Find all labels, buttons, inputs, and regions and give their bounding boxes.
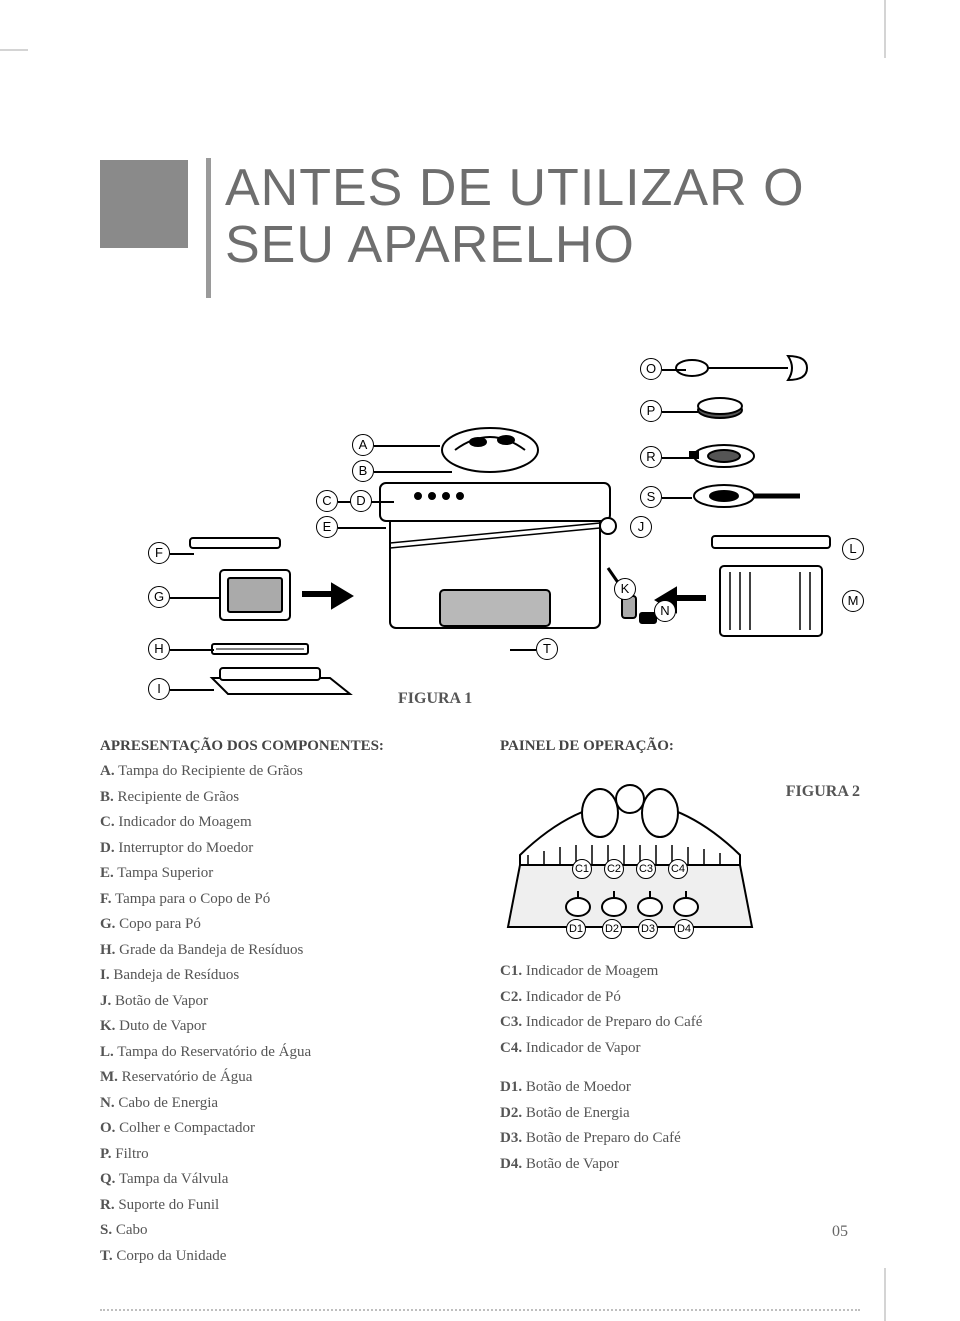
callout-D2: D2	[602, 919, 622, 939]
callout-L: L	[842, 538, 864, 560]
callout-C3: C3	[636, 859, 656, 879]
panel-column: PAINEL DE OPERAÇÃO:	[500, 738, 860, 1269]
callout-I: I	[148, 678, 170, 700]
callout-P: P	[640, 400, 662, 422]
callout-B: B	[352, 460, 374, 482]
content-columns: APRESENTAÇÃO DOS COMPONENTES: A. Tampa d…	[100, 738, 860, 1269]
panel-c-list: C1. Indicador de Moagem C2. Indicador de…	[500, 959, 860, 1061]
callout-E: E	[316, 516, 338, 538]
title-square-icon	[100, 160, 188, 248]
title-block: ANTES DE UTILIZAR O SEU APARELHO	[100, 160, 860, 298]
callout-G: G	[148, 586, 170, 608]
callout-T: T	[536, 638, 558, 660]
callout-J: J	[630, 516, 652, 538]
callout-H: H	[148, 638, 170, 660]
callout-C1: C1	[572, 859, 592, 879]
callout-C2: C2	[604, 859, 624, 879]
exploded-view-icon	[100, 338, 860, 718]
page-title: ANTES DE UTILIZAR O SEU APARELHO	[225, 160, 860, 274]
callout-C4: C4	[668, 859, 688, 879]
title-divider	[206, 158, 211, 298]
figure-1-caption: FIGURA 1	[398, 690, 472, 708]
components-list: A. Tampa do Recipiente de Grãos B. Recip…	[100, 759, 460, 1269]
components-column: APRESENTAÇÃO DOS COMPONENTES: A. Tampa d…	[100, 738, 460, 1269]
callout-K: K	[614, 578, 636, 600]
panel-heading: PAINEL DE OPERAÇÃO:	[500, 738, 860, 755]
callout-D4: D4	[674, 919, 694, 939]
callout-D1: D1	[566, 919, 586, 939]
page-number: 05	[832, 1223, 848, 1241]
callout-D: D	[350, 490, 372, 512]
components-heading: APRESENTAÇÃO DOS COMPONENTES:	[100, 738, 460, 755]
callout-N: N	[654, 600, 676, 622]
figure-2-diagram: C1 C2 C3 C4 D1 D2 D3 D4 FIGURA 2	[500, 759, 860, 949]
callout-O: O	[640, 358, 662, 380]
figure-2-caption: FIGURA 2	[786, 783, 860, 801]
callout-C: C	[316, 490, 338, 512]
callout-R: R	[640, 446, 662, 468]
control-panel-icon	[500, 759, 760, 949]
figure-1-diagram: A B C D E F G H I T O P R S J K N L M FI…	[100, 338, 860, 728]
callout-F: F	[148, 542, 170, 564]
callout-A: A	[352, 434, 374, 456]
callout-S: S	[640, 486, 662, 508]
callout-D3: D3	[638, 919, 658, 939]
callout-M: M	[842, 590, 864, 612]
manual-page: ANTES DE UTILIZAR O SEU APARELHO	[50, 50, 910, 1271]
dotted-divider	[100, 1309, 860, 1311]
panel-d-list: D1. Botão de Moedor D2. Botão de Energia…	[500, 1075, 860, 1177]
